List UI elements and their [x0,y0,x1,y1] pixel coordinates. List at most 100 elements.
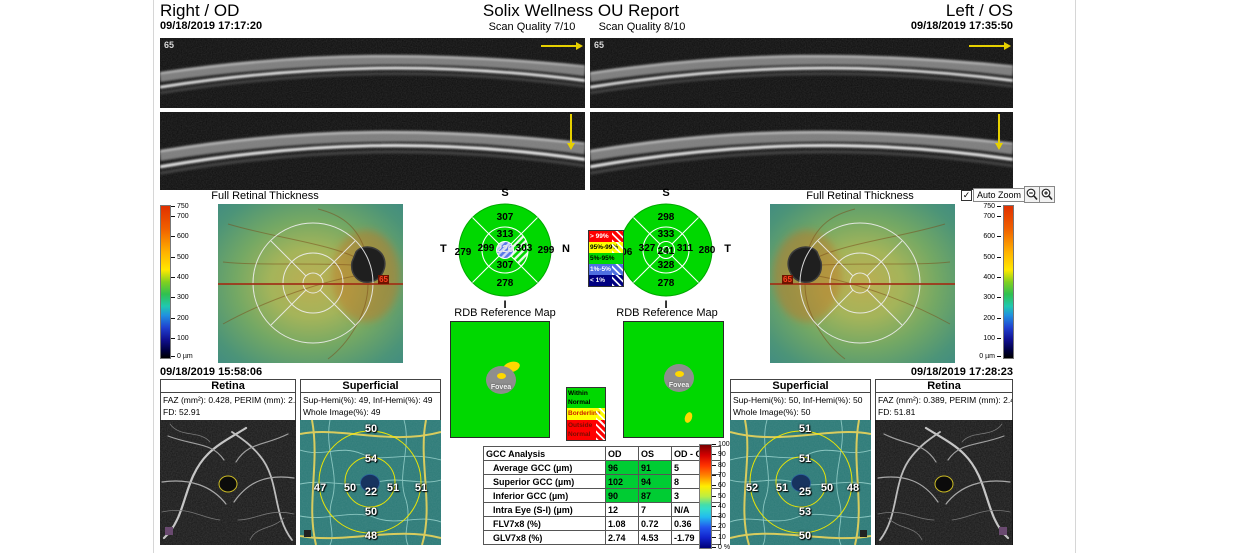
table-row: Average GCC (µm) 96 91 5 [483,460,721,475]
borderline-spot [683,411,694,424]
tick-label: 10 [718,534,726,541]
od-thickness-title: Full Retinal Thickness [211,190,319,202]
etdrs-value: 307 [496,260,514,271]
os-superficial-stats: Sup-Hemi(%): 50, Inf-Hemi(%): 50 Whole I… [730,392,871,422]
legend-item: 1%-5% [589,264,623,275]
report-title: Solix Wellness OU Report [482,1,680,20]
quadrant-label-s: S [662,187,670,199]
table-row: Superior GCC (µm) 102 94 8 [483,474,721,489]
hemi-stats: Sup-Hemi(%): 50, Inf-Hemi(%): 50 [733,395,863,405]
etdrs-value: 306 [615,247,633,258]
od-superficial-density-map: 50 54 47 50 22 51 51 50 48 [300,420,441,545]
od-thickness-map: 65 [218,204,403,363]
os-thickness-colorbar: 750 700 600 500 400 300 200 100 0 µm [962,203,1014,366]
os-superficial-density-map: 51 51 52 51 25 50 48 53 50 [730,420,871,545]
od-retina-stats: FAZ (mm²): 0.428, PERIM (mm): 2.648 FD: … [160,392,296,422]
od-bscan-frame-number: 65 [164,40,175,50]
bscan-position-line [218,283,403,285]
quadrant-label-i: I [664,299,668,311]
legend-item: 95%-99% [589,242,623,253]
os-etdrs-grid: S I N T 298 333 327 241 311 306 280 328 … [601,187,731,313]
tick-label: 200 [983,315,995,322]
tick-label: 0 µm [177,353,193,360]
density-value: 54 [364,453,378,465]
tick-label: 90 [718,451,726,458]
legend-item: > 99% [589,231,623,242]
fovea-marker: Fovea [664,364,694,392]
density-value: 52 [745,482,759,494]
magnifier-plus-icon [1041,188,1053,201]
scan-quality-od: Scan Quality 7/10 [488,21,576,33]
tick-label: 100 [177,335,189,342]
legend-item: 5%-95% [589,253,623,264]
legend-item: Outside Normal [567,420,605,440]
etdrs-value: 299 [477,243,495,254]
right-eye-title: Right / OD [160,1,240,20]
scan-quality-os: Scan Quality 8/10 [598,21,686,33]
etdrs-value: 307 [496,212,514,223]
etdrs-value: 327 [638,243,656,254]
tick-label: 100 [718,441,730,448]
os-retina-stats: FAZ (mm²): 0.389, PERIM (mm): 2.416 FD: … [875,392,1013,422]
tick-label: 20 [718,523,726,530]
density-value: 48 [364,530,378,542]
os-rdb-title: RDB Reference Map [616,307,718,319]
fovea-dot-icon [675,371,684,377]
right-eye-datetime: 09/18/2019 17:17:20 [160,20,263,32]
legend-item: Borderline [567,408,605,420]
tick-label: 600 [177,233,189,240]
os-rdb-map: Fovea [623,321,724,438]
density-value: 51 [798,423,812,435]
table-row: Intra Eye (S-I) (µm) 12 7 N/A [483,502,721,517]
tick-label: 30 [718,513,726,520]
od-thickness-colorbar: 750 700 600 500 400 300 200 100 0 µm [158,203,206,366]
density-value: 51 [798,453,812,465]
table-row: Inferior GCC (µm) 90 87 3 [483,488,721,503]
fovea-marker: Fovea [486,366,516,394]
scan-direction-down-arrow-icon [567,114,575,150]
auto-zoom-label[interactable]: Auto Zoom [973,188,1025,202]
od-bscan-horizontal: 65 [160,38,585,108]
tick-label: 500 [983,254,995,261]
scan-direction-down-arrow-icon [995,114,1003,150]
etdrs-value: 278 [657,278,675,289]
density-value: 50 [820,482,834,494]
tick-label: 600 [983,233,995,240]
od-bscan-vertical [160,112,585,190]
density-value: 50 [364,423,378,435]
etdrs-value: 279 [454,247,472,258]
density-value: 48 [846,482,860,494]
os-thickness-title: Full Retinal Thickness [806,190,914,202]
od-retina-header: Retina [160,379,296,394]
legend-item: Within Normal [567,388,605,408]
table-row: GLV7x8 (%) 2.74 4.53 -1.79 [483,530,721,545]
quadrant-label-s: S [501,187,509,199]
whole-image-stats: Whole Image(%): 50 [733,407,811,417]
tick-label: 0 % [718,544,731,551]
zoom-out-button[interactable] [1024,186,1040,203]
fovea-dot-icon [497,373,506,379]
fd-stats: FD: 51.81 [878,407,916,417]
hemi-stats: Sup-Hemi(%): 49, Inf-Hemi(%): 49 [303,395,433,405]
os-thickness-map: 65 [770,204,955,363]
density-value: 53 [798,506,812,518]
etdrs-value: 328 [657,260,675,271]
auto-zoom-checkbox[interactable]: ✓ [961,190,972,201]
density-value: 25 [798,486,812,498]
tick-label: 400 [177,274,189,281]
tick-label: 400 [983,274,995,281]
tick-label: 300 [983,294,995,301]
faz-stats: FAZ (mm²): 0.428, PERIM (mm): 2.648 [163,395,296,405]
quadrant-label-n: N [562,243,570,255]
zoom-in-button[interactable] [1039,186,1055,203]
tick-label: 500 [177,254,189,261]
etdrs-value: 278 [496,278,514,289]
density-value: 22 [364,486,378,498]
quadrant-label-t: T [440,243,447,255]
gcc-analysis-table: GCC Analysis OD OS OD - OS Average GCC (… [483,446,721,545]
etdrs-value: 298 [657,212,675,223]
bscan-position-label: 65 [782,275,793,284]
density-value: 51 [386,482,400,494]
od-rdb-map: Fovea [450,321,550,438]
